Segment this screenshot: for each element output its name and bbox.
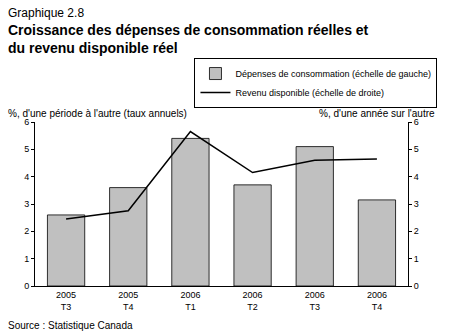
svg-text:Source : Statistique Canada: Source : Statistique Canada	[8, 320, 133, 331]
svg-text:%, d'une année sur l'autre: %, d'une année sur l'autre	[319, 108, 435, 119]
svg-text:6: 6	[24, 117, 29, 127]
svg-text:0: 0	[24, 281, 29, 291]
svg-text:4: 4	[414, 172, 419, 182]
svg-text:2: 2	[24, 226, 29, 236]
svg-text:2005T3: 2005T3	[56, 290, 76, 312]
svg-text:Dépenses de consommation (éche: Dépenses de consommation (échelle de gau…	[235, 69, 431, 79]
svg-text:5: 5	[24, 144, 29, 154]
svg-text:2006T3: 2006T3	[305, 290, 325, 312]
svg-text:1: 1	[414, 254, 419, 264]
svg-text:2006T4: 2006T4	[367, 290, 387, 312]
svg-text:3: 3	[24, 199, 29, 209]
svg-text:2: 2	[414, 226, 419, 236]
svg-text:2006T2: 2006T2	[243, 290, 263, 312]
svg-text:Graphique 2.8: Graphique 2.8	[8, 6, 84, 20]
svg-text:4: 4	[24, 172, 29, 182]
svg-text:2005T4: 2005T4	[118, 290, 138, 312]
svg-text:2006T1: 2006T1	[180, 290, 200, 312]
svg-text:Croissance des dépenses de con: Croissance des dépenses de consommation …	[8, 22, 369, 56]
svg-text:Revenu disponible (échelle de: Revenu disponible (échelle de droite)	[235, 88, 384, 98]
svg-text:3: 3	[414, 199, 419, 209]
svg-text:6: 6	[414, 117, 419, 127]
svg-text:5: 5	[414, 144, 419, 154]
svg-text:0: 0	[414, 281, 419, 291]
svg-text:%, d'une période à l'autre (ta: %, d'une période à l'autre (taux annuels…	[8, 108, 187, 119]
svg-text:1: 1	[24, 254, 29, 264]
